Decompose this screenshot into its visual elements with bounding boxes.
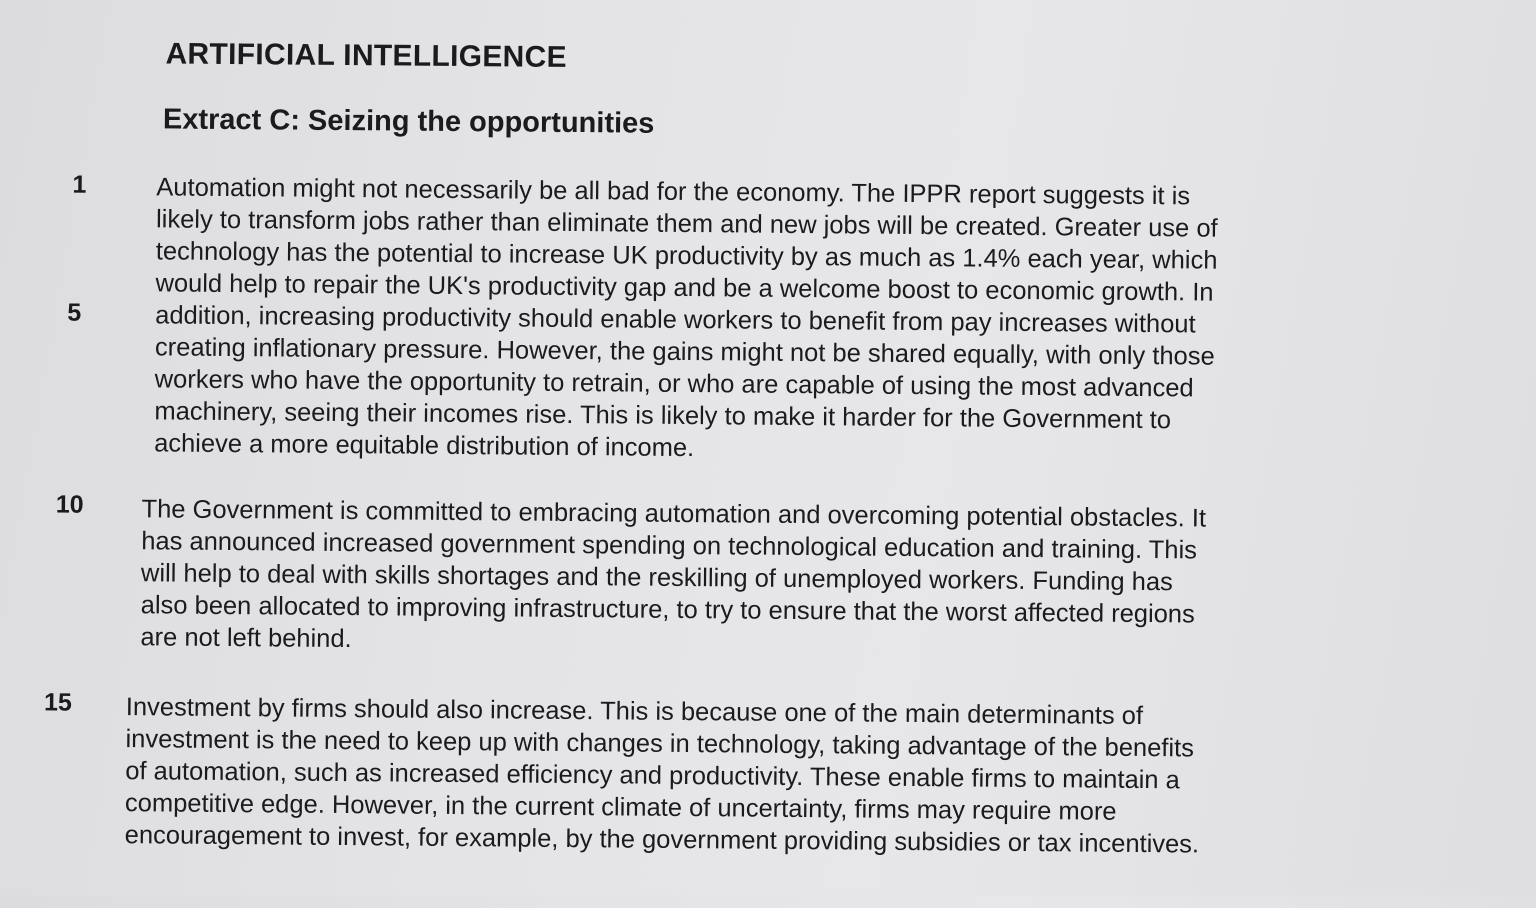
document-heading: ARTIFICIAL INTELLIGENCE: [165, 37, 568, 74]
paragraph-2: The Government is committed to embracing…: [140, 493, 1206, 662]
extract-title: Extract C: Seizing the opportunities: [162, 103, 655, 140]
paragraph-1: Automation might not necessarily be all …: [154, 171, 1218, 468]
line-number-5: 5: [67, 298, 82, 327]
line-number-15: 15: [43, 688, 72, 717]
line-number-10: 10: [55, 490, 84, 519]
line-number-1: 1: [72, 170, 87, 199]
paragraph-3: Investment by firms should also increase…: [125, 691, 1201, 860]
